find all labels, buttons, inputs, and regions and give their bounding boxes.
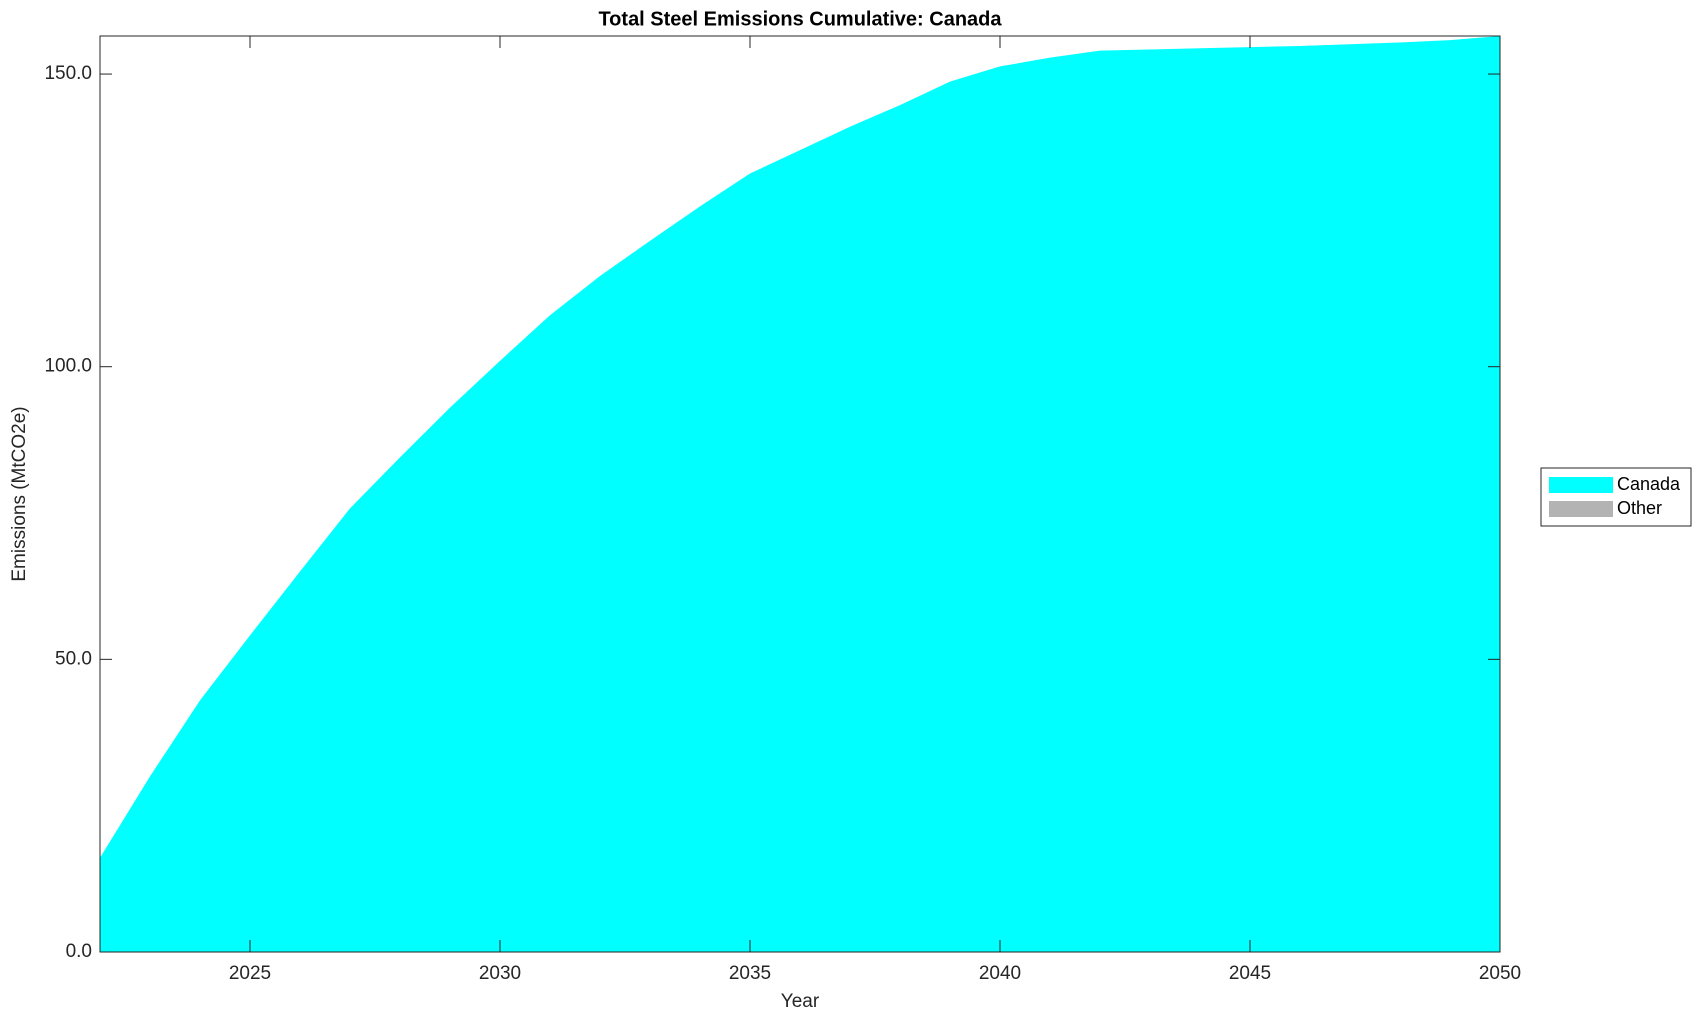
x-tick-label: 2050 <box>1479 963 1521 984</box>
legend-swatch <box>1549 477 1613 493</box>
legend-label: Canada <box>1617 474 1681 494</box>
x-axis-label: Year <box>781 991 820 1012</box>
x-tick-label: 2040 <box>979 963 1021 984</box>
y-tick-label: 150.0 <box>44 63 92 84</box>
area <box>100 36 1500 952</box>
x-tick-label: 2025 <box>229 963 271 984</box>
x-tick-label: 2045 <box>1229 963 1271 984</box>
x-tick-label: 2035 <box>729 963 771 984</box>
y-axis-label: Emissions (MtCO2e) <box>9 406 30 581</box>
y-tick-label: 50.0 <box>55 648 92 669</box>
x-tick-label: 2030 <box>479 963 521 984</box>
legend-swatch <box>1549 501 1613 517</box>
chart-title: Total Steel Emissions Cumulative: Canada <box>598 8 1002 30</box>
plot-frame <box>99 35 1501 953</box>
legend-label: Other <box>1617 498 1662 518</box>
y-tick-label: 0.0 <box>66 941 92 962</box>
y-tick-label: 100.0 <box>44 356 92 377</box>
